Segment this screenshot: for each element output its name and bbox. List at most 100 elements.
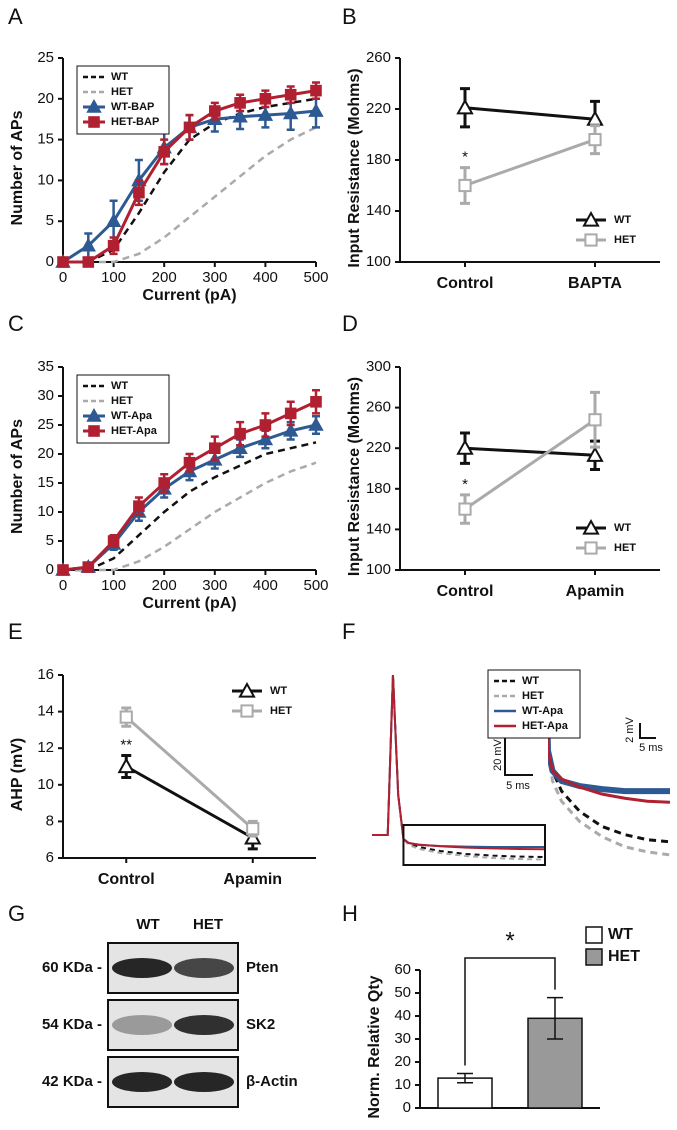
y-tick-label: 220 — [366, 100, 391, 117]
y-tick-label: 100 — [366, 561, 391, 578]
x-tick-label: 200 — [152, 577, 177, 594]
y-tick-label: 0 — [46, 253, 54, 270]
legend-label: HET — [522, 690, 544, 702]
marker — [458, 502, 472, 516]
marker — [588, 413, 602, 427]
legend-label: HET-Apa — [111, 425, 158, 437]
marker — [310, 396, 322, 408]
blot-band — [174, 1015, 234, 1035]
marker — [86, 98, 102, 113]
marker — [183, 456, 196, 469]
marker — [107, 239, 120, 252]
marker — [119, 710, 133, 724]
marker — [310, 84, 322, 97]
x-tick-label: 300 — [202, 269, 227, 286]
y-tick-label: 60 — [394, 961, 411, 978]
legend-label: WT — [111, 380, 128, 392]
series-line — [464, 138, 596, 187]
legend-label: WT-Apa — [522, 705, 564, 717]
marker — [232, 108, 248, 123]
protein-label: Pten — [246, 959, 279, 976]
weight-label: 42 KDa - — [42, 1073, 102, 1090]
y-tick-label: 16 — [37, 666, 54, 683]
scale-label: 20 mV — [492, 738, 504, 770]
weight-label: 54 KDa - — [42, 1016, 102, 1033]
y-axis-label: Input Resistance (Mohms) — [346, 377, 363, 576]
lane-label: HET — [193, 916, 223, 933]
y-tick-label: 10 — [37, 776, 54, 793]
marker — [257, 431, 274, 446]
marker — [283, 105, 299, 120]
inset-trace — [548, 700, 670, 857]
panel-letter: G — [8, 901, 25, 926]
scale-bar — [504, 735, 533, 776]
panel-letter: B — [342, 4, 357, 29]
y-tick-label: 10 — [37, 171, 54, 188]
y-tick-label: 260 — [366, 399, 391, 416]
panel-letter: D — [342, 311, 358, 336]
marker — [308, 416, 324, 431]
annotation: * — [462, 476, 468, 493]
panel-letter: C — [8, 311, 24, 336]
legend-swatch — [585, 926, 603, 944]
marker — [284, 88, 297, 101]
marker — [86, 407, 102, 422]
x-tick-label: 400 — [253, 577, 278, 594]
y-axis-label: AHP (mV) — [9, 738, 26, 812]
blot-band — [112, 1015, 172, 1035]
marker — [209, 105, 221, 117]
legend-label: WT-BAP — [111, 101, 154, 113]
x-tick-label: 100 — [101, 269, 126, 286]
y-tick-label: 50 — [394, 984, 411, 1001]
marker — [158, 477, 170, 489]
y-tick-label: 140 — [366, 202, 391, 219]
marker — [209, 442, 221, 454]
series-line — [63, 97, 317, 264]
scale-label: 5 ms — [506, 780, 530, 792]
marker — [259, 419, 272, 431]
y-tick-label: 180 — [366, 480, 391, 497]
legend-label: WT — [608, 926, 633, 943]
marker — [117, 757, 135, 774]
marker — [133, 186, 145, 199]
y-tick-label: 100 — [366, 253, 391, 270]
y-tick-label: 10 — [394, 1076, 411, 1093]
legend-label: HET — [614, 234, 636, 246]
y-axis-label: Norm. Relative Qty — [366, 975, 383, 1118]
y-tick-label: 20 — [37, 90, 54, 107]
y-tick-label: 35 — [37, 358, 54, 375]
marker — [582, 518, 600, 535]
error-bar — [457, 1072, 473, 1084]
series-line — [63, 461, 317, 572]
legend-label: WT — [614, 522, 631, 534]
marker — [246, 822, 260, 836]
panel-letter: E — [8, 619, 23, 644]
x-tick-label: 200 — [152, 269, 177, 286]
series-line — [125, 715, 254, 830]
series-line — [464, 418, 596, 511]
marker — [584, 233, 598, 247]
marker — [283, 422, 299, 437]
y-tick-label: 220 — [366, 439, 391, 456]
scale-label: 5 ms — [639, 742, 663, 754]
trace — [372, 674, 546, 851]
marker — [584, 541, 598, 555]
panel-letter: H — [342, 901, 358, 926]
x-tick-label: BAPTA — [568, 275, 622, 292]
marker — [588, 133, 602, 147]
x-tick-label: Apamin — [566, 583, 625, 600]
legend-label: HET — [270, 705, 292, 717]
zoom-box — [402, 824, 547, 866]
series-line — [464, 106, 596, 121]
legend-label: WT — [614, 214, 631, 226]
legend-label: HET — [111, 395, 133, 407]
marker — [582, 210, 600, 227]
y-tick-label: 180 — [366, 151, 391, 168]
panel-letter: F — [342, 619, 355, 644]
inset-trace — [548, 700, 670, 804]
y-axis-label: Number of APs — [9, 110, 26, 225]
y-tick-label: 40 — [394, 1007, 411, 1024]
y-tick-label: 8 — [46, 812, 54, 829]
y-tick-label: 5 — [46, 212, 54, 229]
